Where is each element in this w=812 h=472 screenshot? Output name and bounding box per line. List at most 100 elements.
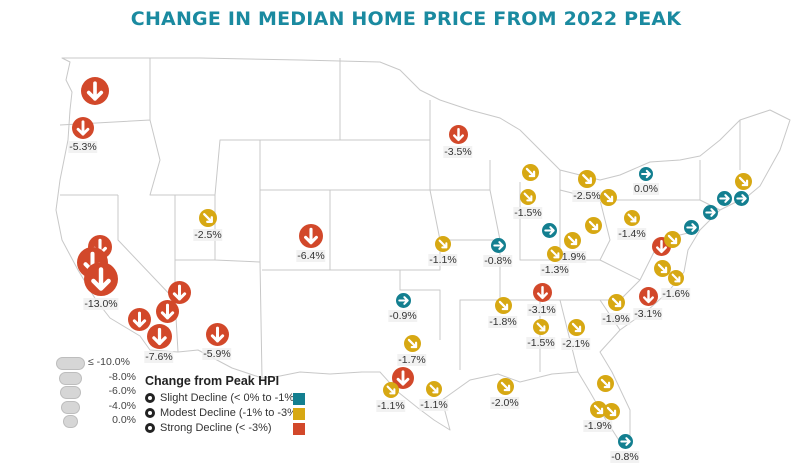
arrow-diagonal-icon bbox=[624, 210, 640, 226]
map-marker[interactable] bbox=[599, 188, 617, 206]
legend-item-slight: Slight Decline (< 0% to -1%) bbox=[145, 390, 301, 405]
map-marker[interactable] bbox=[683, 219, 699, 235]
marker-value-label: -0.8% bbox=[483, 254, 513, 267]
arrow-diagonal-icon bbox=[547, 246, 563, 262]
arrow-diagonal-icon bbox=[435, 236, 451, 252]
map-title: CHANGE IN MEDIAN HOME PRICE FROM 2022 PE… bbox=[130, 8, 682, 30]
map-marker[interactable] bbox=[663, 230, 681, 248]
map-marker[interactable] bbox=[639, 167, 653, 181]
map-marker[interactable] bbox=[532, 282, 552, 302]
map-marker[interactable] bbox=[496, 377, 514, 395]
map-marker[interactable] bbox=[521, 163, 539, 181]
size-legend-label: -6.0% bbox=[108, 385, 136, 397]
map-marker[interactable] bbox=[167, 280, 191, 304]
arrow-down-icon bbox=[145, 422, 155, 433]
map-marker[interactable] bbox=[383, 382, 399, 398]
marker-value-label: -1.9% bbox=[601, 312, 631, 325]
size-legend-label: 0.0% bbox=[112, 414, 136, 426]
marker-value-label: -6.4% bbox=[296, 250, 326, 262]
map-marker[interactable] bbox=[155, 299, 179, 323]
marker-value-label: -1.9% bbox=[557, 250, 587, 263]
marker-value-label: -13.0% bbox=[83, 298, 119, 310]
arrow-diagonal-icon bbox=[520, 189, 536, 205]
arrow-down-icon bbox=[84, 262, 118, 296]
arrow-down-icon bbox=[639, 287, 658, 306]
size-legend-label: ≤ -10.0% bbox=[88, 356, 130, 368]
map-marker[interactable] bbox=[624, 210, 640, 226]
map-marker[interactable] bbox=[563, 231, 581, 249]
arrow-right-icon bbox=[491, 238, 506, 253]
map-marker[interactable] bbox=[392, 367, 414, 389]
map-marker[interactable] bbox=[567, 318, 585, 336]
map-marker[interactable] bbox=[578, 170, 596, 188]
map-marker[interactable] bbox=[403, 334, 421, 352]
map-marker[interactable] bbox=[638, 286, 658, 306]
arrow-down-icon bbox=[81, 77, 109, 105]
arrow-diagonal-icon bbox=[426, 381, 442, 397]
arrow-diagonal-icon bbox=[522, 164, 539, 181]
arrow-diagonal-icon bbox=[568, 319, 585, 336]
map-marker[interactable] bbox=[395, 292, 411, 308]
map-marker[interactable] bbox=[602, 402, 620, 420]
map-marker[interactable] bbox=[596, 374, 614, 392]
marker-value-label: -2.5% bbox=[193, 229, 223, 241]
map-marker[interactable] bbox=[490, 237, 506, 253]
marker-value-label: -1.1% bbox=[376, 400, 406, 412]
arrow-right-icon bbox=[396, 293, 411, 308]
map-marker[interactable] bbox=[494, 296, 512, 314]
legend-item-strong: Strong Decline (< -3%) bbox=[145, 420, 301, 435]
map-marker[interactable] bbox=[541, 222, 557, 238]
map-marker[interactable] bbox=[547, 246, 563, 262]
arrow-down-icon bbox=[652, 237, 671, 256]
map-marker[interactable] bbox=[199, 209, 217, 227]
map-marker[interactable] bbox=[448, 124, 468, 144]
map-marker[interactable] bbox=[702, 204, 718, 220]
map-marker[interactable] bbox=[716, 190, 732, 206]
map-marker[interactable] bbox=[607, 293, 625, 311]
size-legend-swatch bbox=[61, 400, 80, 414]
marker-value-label: -1.6% bbox=[661, 288, 691, 300]
marker-value-label: -1.3% bbox=[540, 264, 570, 276]
map-marker[interactable] bbox=[205, 322, 229, 346]
legend-swatch-strong bbox=[293, 423, 305, 435]
map-marker[interactable] bbox=[84, 262, 118, 296]
map-marker[interactable] bbox=[617, 433, 633, 449]
map-marker[interactable] bbox=[426, 381, 442, 397]
map-marker[interactable] bbox=[533, 319, 549, 335]
map-marker[interactable] bbox=[81, 77, 109, 105]
arrow-down-icon bbox=[206, 323, 229, 346]
map-marker[interactable] bbox=[520, 189, 536, 205]
marker-value-label: -5.9% bbox=[202, 347, 232, 360]
marker-value-label: -0.8% bbox=[610, 450, 640, 463]
marker-value-label: -3.1% bbox=[527, 303, 557, 316]
arrow-right-icon bbox=[145, 392, 155, 403]
arrow-diagonal-icon bbox=[668, 270, 684, 286]
map-marker[interactable] bbox=[72, 117, 94, 139]
marker-value-label: -1.5% bbox=[513, 207, 543, 219]
map-marker[interactable] bbox=[127, 307, 151, 331]
map-marker[interactable] bbox=[733, 190, 749, 206]
map-marker[interactable] bbox=[734, 172, 752, 190]
arrow-diagonal-icon bbox=[497, 378, 514, 395]
map-marker[interactable] bbox=[668, 270, 684, 286]
color-legend: Change from Peak HPI Slight Decline (< 0… bbox=[145, 374, 305, 435]
map-marker[interactable] bbox=[589, 400, 607, 418]
arrow-diagonal-icon bbox=[383, 382, 399, 398]
arrow-diagonal-icon bbox=[597, 375, 614, 392]
map-marker[interactable] bbox=[584, 216, 602, 234]
arrow-diagonal-icon bbox=[735, 173, 752, 190]
arrow-right-icon bbox=[639, 167, 653, 181]
arrow-diagonal-icon bbox=[585, 217, 602, 234]
marker-value-label: -5.3% bbox=[68, 141, 98, 153]
marker-value-label: -1.1% bbox=[428, 254, 458, 266]
marker-value-label: -7.6% bbox=[144, 350, 174, 363]
size-legend-swatch bbox=[56, 357, 85, 370]
map-marker[interactable] bbox=[435, 236, 451, 252]
map-marker[interactable] bbox=[146, 323, 172, 349]
marker-value-label: -1.7% bbox=[397, 353, 427, 366]
arrow-down-icon bbox=[156, 300, 179, 323]
arrow-diagonal-icon bbox=[533, 319, 549, 335]
map-marker[interactable] bbox=[299, 224, 323, 248]
color-legend-title: Change from Peak HPI bbox=[145, 374, 280, 388]
map-marker[interactable] bbox=[653, 259, 671, 277]
